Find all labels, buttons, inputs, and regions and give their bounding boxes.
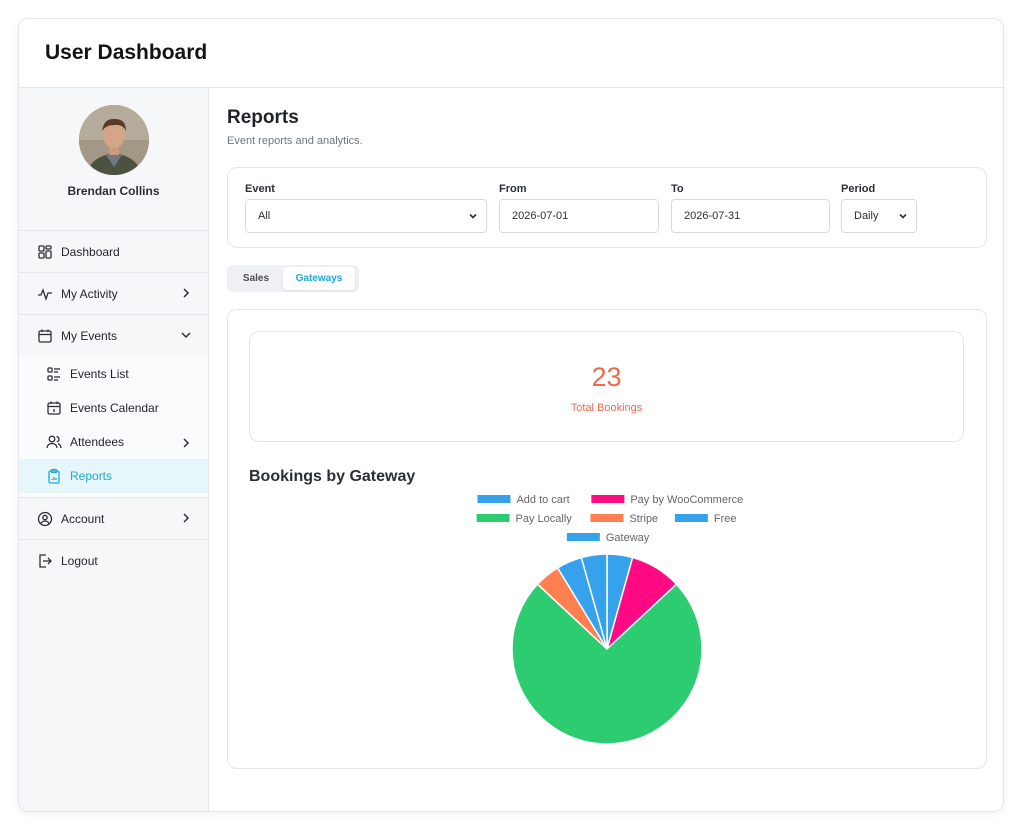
filters-panel: Event All From 2026-07-01 To 2026-07-31 … [227,167,987,248]
sidebar-item-label: Attendees [70,435,125,449]
sidebar-item-reports[interactable]: Reports [19,459,208,493]
chevron-down-icon [180,328,192,342]
calendar-icon [46,400,62,416]
total-bookings-label: Total Bookings [570,402,643,414]
page-title: Reports [227,107,299,128]
to-filter-label: To [671,183,684,195]
activity-icon [37,286,53,302]
legend-label: Stripe [629,513,658,525]
sidebar-item-my-activity[interactable]: My Activity [19,273,208,315]
to-date-value: 2026-07-31 [684,210,741,222]
page-header-title: User Dashboard [45,41,208,64]
page-subtitle: Event reports and analytics. [227,135,363,147]
sidebar: Brendan Collins Dashboard My Activity My… [19,88,209,811]
profile-block: Brendan Collins [19,88,208,231]
main-content: Reports Event reports and analytics. Eve… [210,88,1003,811]
legend-label: Gateway [606,532,650,544]
legend-item[interactable]: Stripe [590,513,658,525]
logout-icon [37,553,53,569]
legend-swatch [476,514,510,522]
period-filter-label: Period [841,183,876,195]
from-date-value: 2026-07-01 [512,210,569,222]
to-date-input[interactable]: 2026-07-31 [671,199,830,233]
tab-gateways[interactable]: Gateways [283,267,355,290]
card-header: User Dashboard [19,19,1003,88]
sidebar-item-label: Events List [70,367,129,381]
dashboard-card: User Dashboard Brendan Collins [18,18,1004,812]
legend-label: Free [714,513,737,525]
chevron-right-icon [180,511,192,525]
legend-label: Add to cart [516,494,569,506]
legend-label: Pay Locally [516,513,573,525]
legend-item[interactable]: Gateway [566,532,650,544]
sidebar-item-label: My Activity [61,286,118,301]
my-events-submenu: Events List Events Calendar Attendees [19,357,208,498]
chart-title: Bookings by Gateway [249,468,416,485]
sidebar-item-label: Logout [61,554,98,568]
gateways-panel: 23 Total Bookings Bookings by Gateway Ad… [227,309,987,769]
avatar [79,105,149,175]
chevron-down-icon [468,211,478,221]
sidebar-item-account[interactable]: Account [19,498,208,540]
calendar-icon [37,328,53,344]
sidebar-item-label: Dashboard [61,244,120,259]
report-tabs: Sales Gateways [227,265,359,292]
dashboard-icon [37,244,53,260]
period-select[interactable]: Daily [841,199,917,233]
total-bookings-card: 23 Total Bookings [249,331,964,442]
legend-swatch [477,495,511,503]
chevron-right-icon [180,286,192,300]
legend-swatch [566,533,600,541]
event-select[interactable]: All [245,199,487,233]
list-icon [46,366,62,382]
legend-swatch [674,514,708,522]
legend-swatch [590,514,624,522]
legend-item[interactable]: Pay Locally [476,513,573,525]
event-filter-label: Event [245,183,275,195]
sidebar-item-events-list[interactable]: Events List [19,357,208,391]
from-date-input[interactable]: 2026-07-01 [499,199,659,233]
event-select-value: All [258,210,271,222]
pie-slice[interactable] [580,553,608,650]
bookings-by-gateway-chart: Add to cart Pay by WooCommerce Pay Locally… [476,494,743,745]
sidebar-item-logout[interactable]: Logout [19,540,208,582]
sidebar-item-events-calendar[interactable]: Events Calendar [19,391,208,425]
sidebar-item-label: Events Calendar [70,401,159,415]
legend-swatch [591,495,625,503]
chevron-down-icon [898,211,908,221]
legend-item[interactable]: Pay by WooCommerce [591,494,743,506]
sidebar-item-label: My Events [61,329,118,343]
legend-item[interactable]: Free [674,513,737,525]
tab-sales[interactable]: Sales [242,273,270,284]
user-circle-icon [37,511,53,527]
period-select-value: Daily [854,210,879,222]
sidebar-item-my-events[interactable]: My Events [19,315,208,357]
sidebar-item-dashboard[interactable]: Dashboard [19,231,208,273]
chevron-right-icon [180,436,192,450]
sidebar-item-label: Reports [70,469,113,483]
from-filter-label: From [499,183,527,195]
legend-item[interactable]: Add to cart [477,494,570,506]
legend-label: Pay by WooCommerce [630,494,743,506]
profile-name: Brendan Collins [67,184,160,198]
sidebar-item-label: Account [61,511,105,526]
total-bookings-value: 23 [591,362,622,392]
clipboard-icon [46,468,62,484]
sidebar-item-attendees[interactable]: Attendees [19,425,208,459]
users-icon [46,434,62,450]
pie-slice[interactable] [511,583,703,745]
